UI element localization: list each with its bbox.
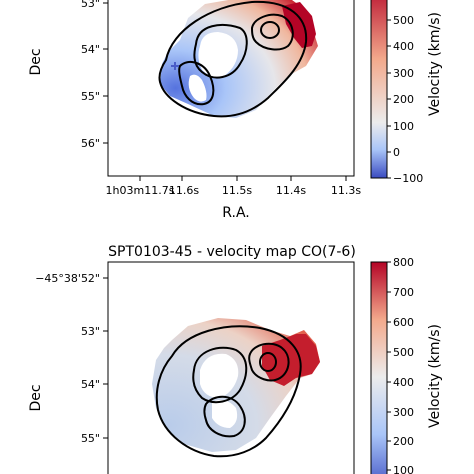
bottom-colorbar-tick-label: 600 [393,316,414,329]
top-velocity-map [158,0,318,118]
top-y-tick-label: 54" [81,43,100,56]
top-colorbar-tick-label: −100 [393,172,423,185]
top-redshifted-lobe [282,2,316,48]
top-x-axis-label: R.A. [222,205,249,221]
bottom-hole-lower [212,400,238,428]
bottom-colorbar-label: Velocity (km/s) [427,324,443,428]
bottom-redshifted-lobe [262,334,320,386]
top-x-tick-label: 11.3s [331,184,361,197]
bottom-colorbar-tick-label: 300 [393,406,414,419]
bottom-velocity-map [88,296,320,458]
top-y-tick-label: 56" [81,137,100,150]
top-colorbar-tick-label: 500 [393,14,414,27]
top-contour-lower-ring [178,60,215,106]
bottom-colorbar-tick-label: 700 [393,286,414,299]
bottom-y-tick-label: 54" [81,378,100,391]
bottom-contour-lower-ring [203,395,246,438]
bottom-contour-peak [248,342,290,382]
top-hole-upper [198,32,238,78]
bottom-contour-outer [155,325,302,458]
top-y-ticks [103,2,108,144]
top-colorbar-tick-label: 100 [393,120,414,133]
top-x-ticks [139,176,347,181]
bottom-panel: SPT0103-45 - velocity map CO(7-6) −45°38… [28,244,443,474]
bottom-y-tick-label: 53" [81,325,100,338]
top-colorbar-tick-label: 400 [393,40,414,53]
bottom-contour-upper-ring [192,346,248,404]
top-colorbar-tick-label: 0 [393,146,400,159]
bottom-colorbar-tick-label: 100 [393,464,414,474]
bottom-colorbar-tick-label: 500 [393,346,414,359]
top-y-axis-label: Dec [28,48,44,75]
top-panel: 53" 54" 55" 56" 1h03m11.7s 11.6s 11.5s 1… [28,0,443,221]
bottom-colorbar-tick-label: 200 [393,435,414,448]
bottom-y-tick-label: −45°38'52" [35,272,100,285]
top-colorbar-fill [371,0,387,178]
bottom-colorbar-tick-label: 400 [393,376,414,389]
top-contour-peak [250,13,294,51]
top-contours [158,0,308,118]
top-hole-lower [188,74,207,102]
top-colorbar-tick-label: 200 [393,93,414,106]
bottom-contour-peak-core [259,352,277,372]
top-marker [171,62,179,70]
bottom-stray-pixel [88,296,92,299]
top-x-tick-label: 11.5s [222,184,252,197]
top-contour-outer [158,0,308,118]
bottom-hole-upper [200,353,239,398]
bottom-colorbar-ticks [387,261,391,471]
bottom-y-ticks [103,277,108,439]
top-y-tick-label: 53" [81,0,100,10]
bottom-contours [155,325,302,458]
top-contour-peak-core [260,21,280,39]
bottom-colorbar-frame [370,261,388,474]
bottom-colorbar-tick-label: 800 [393,256,414,269]
top-x-tick-label: 11.6s [169,184,199,197]
top-contour-upper-ring [193,24,248,79]
bottom-colorbar: 800 700 600 500 400 300 200 100 Velocity… [370,256,443,474]
bottom-axes-frame [107,261,355,474]
top-colorbar: 500 400 300 200 100 0 −100 Velocity (km/… [370,0,443,185]
bottom-colorbar-fill [371,262,387,474]
top-x-tick-label: 11.4s [276,184,306,197]
bottom-chart-title: SPT0103-45 - velocity map CO(7-6) [108,244,356,260]
top-colorbar-label: Velocity (km/s) [427,12,443,116]
top-x-tick-label: 1h03m11.7s [106,184,175,197]
top-colorbar-tick-label: 300 [393,67,414,80]
bottom-y-tick-label: 55" [81,432,100,445]
top-colorbar-frame [370,0,388,179]
top-colorbar-ticks [387,19,391,179]
bottom-y-axis-label: Dec [28,384,44,411]
top-axes-frame [107,0,355,177]
top-y-tick-label: 55" [81,90,100,103]
